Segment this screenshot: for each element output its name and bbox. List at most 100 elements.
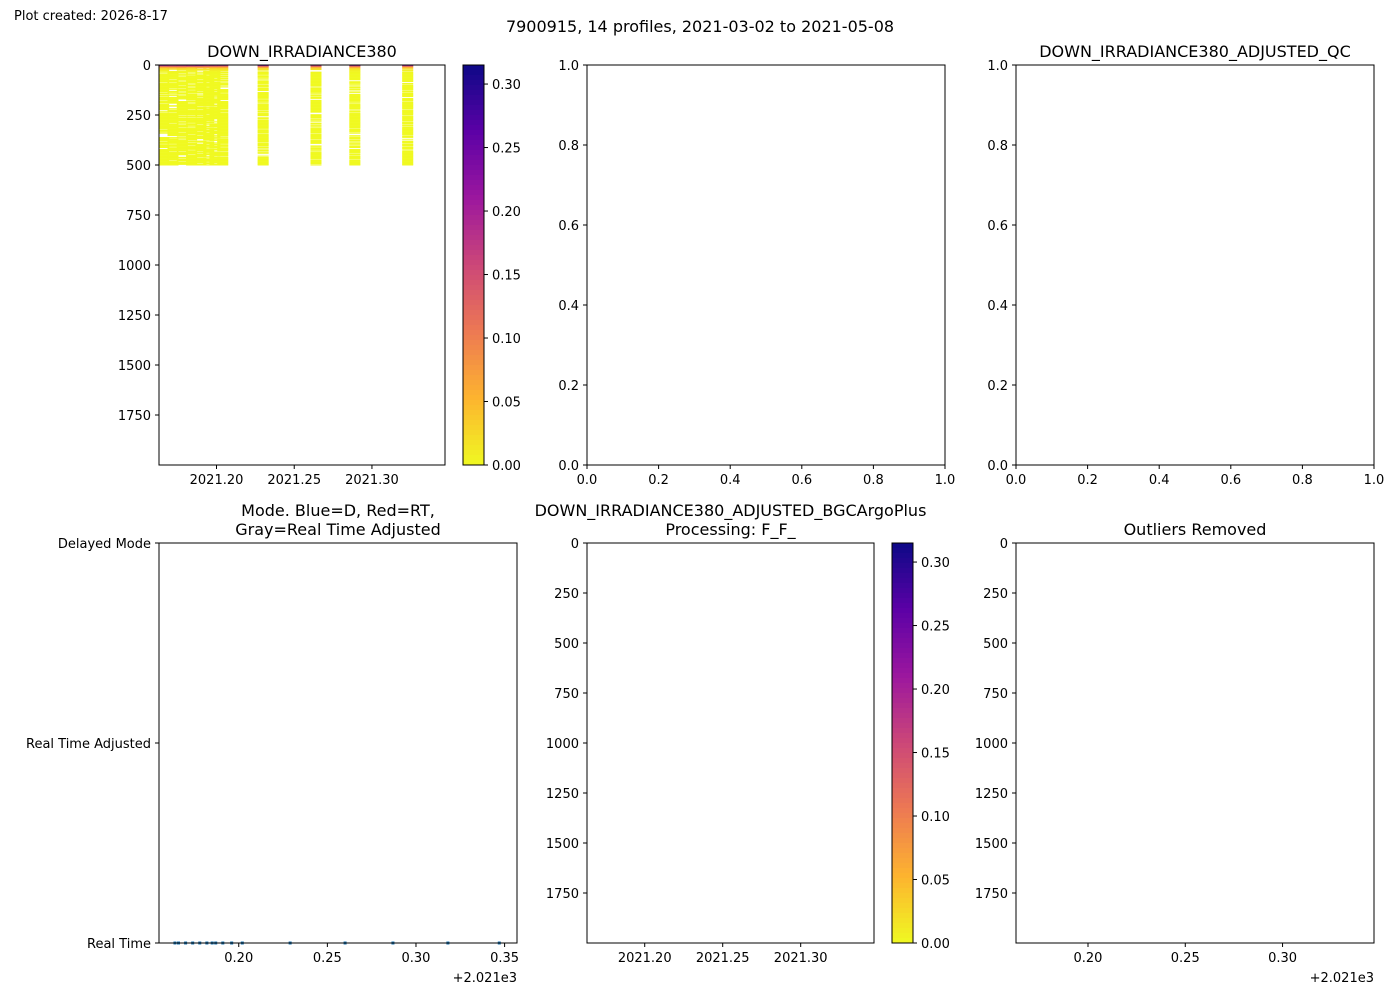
- profile-cell: [310, 161, 322, 162]
- profile-cell: [310, 159, 322, 161]
- profile-cell: [402, 108, 414, 110]
- profile-cell: [159, 122, 170, 124]
- profile-cell: [159, 119, 170, 121]
- profile-cell: [159, 101, 170, 103]
- profile-cell: [203, 98, 215, 99]
- profile-cell: [186, 69, 198, 71]
- colorbar-segment: [463, 310, 484, 316]
- profile-cell: [167, 158, 179, 159]
- profile-cell: [217, 117, 229, 119]
- profile-cell: [402, 99, 414, 101]
- profile-cell: [195, 150, 207, 152]
- profile-cell: [209, 87, 221, 89]
- profile-cell: [257, 125, 269, 126]
- profile-cell: [195, 92, 207, 93]
- profile-cell: [176, 131, 188, 133]
- profile-cell: [159, 89, 170, 90]
- profile-cell: [349, 135, 361, 137]
- profile-cell: [203, 103, 215, 105]
- profile-cell: [310, 150, 322, 152]
- colorbar-segment: [463, 110, 484, 116]
- profile-cell: [310, 120, 322, 122]
- colorbar-segment: [463, 380, 484, 386]
- profile-cell: [402, 126, 414, 128]
- profile-cell: [310, 148, 322, 150]
- profile-cell: [209, 75, 221, 77]
- colorbar-segment: [463, 385, 484, 391]
- y-tick-label: 1000: [546, 737, 579, 752]
- profile-cell: [203, 144, 215, 146]
- profile-cell: [167, 93, 179, 95]
- profile-cell: [195, 130, 207, 132]
- colorbar-segment: [892, 708, 913, 714]
- profile-cell: [217, 76, 229, 78]
- profile-cell: [203, 100, 215, 102]
- y-tick-label: Real Time: [87, 937, 151, 952]
- profile-cell: [176, 86, 188, 87]
- profile-cell: [167, 162, 179, 164]
- profile-cell: [209, 92, 221, 94]
- profile-cell: [186, 87, 198, 89]
- profile-cell: [203, 152, 215, 153]
- profile-cell: [195, 140, 207, 142]
- profile-cell: [186, 66, 198, 68]
- profile-cell: [167, 139, 179, 141]
- profile-cell: [257, 141, 269, 143]
- x-tick-label: 0.30: [402, 951, 431, 966]
- panel-title-line: DOWN_IRRADIANCE380_ADJUSTED_BGCArgoPlus: [535, 501, 927, 521]
- profile-cell: [402, 74, 414, 75]
- profile-cell: [195, 86, 207, 88]
- colorbar-segment: [892, 863, 913, 869]
- profile-cell: [167, 110, 179, 111]
- profile-cell: [209, 149, 221, 150]
- profile-cell: [167, 145, 179, 147]
- profile-cell: [167, 78, 179, 80]
- profile-cell: [167, 130, 179, 132]
- profile-cell: [310, 96, 322, 98]
- profile-cell: [209, 136, 221, 138]
- profile-cell: [209, 112, 221, 114]
- profile-cell: [217, 103, 229, 105]
- profile-cell: [159, 97, 170, 99]
- profile-cell: [195, 143, 207, 145]
- profile-cell: [167, 162, 179, 164]
- colorbar-segment: [892, 933, 913, 939]
- profile-cell: [209, 99, 221, 101]
- profile-cell: [349, 89, 361, 91]
- profile-cell: [217, 75, 229, 77]
- profile-cell: [402, 101, 414, 103]
- profile-cell: [159, 84, 170, 86]
- profile-cell: [176, 71, 188, 73]
- profile-cell: [176, 92, 188, 94]
- profile-cell: [257, 159, 269, 161]
- profile-cell: [310, 74, 322, 76]
- profile-cell: [402, 117, 414, 119]
- profile-cell: [310, 73, 322, 75]
- profile-cell: [167, 69, 179, 71]
- profile-cell: [310, 109, 322, 111]
- profile-cell: [217, 80, 229, 82]
- profile-cell: [402, 106, 414, 108]
- profile-cell: [195, 156, 207, 158]
- profile-cell: [159, 80, 170, 82]
- profile-cell: [257, 152, 269, 153]
- profile-cell: [203, 162, 215, 164]
- profile-cell: [203, 138, 215, 140]
- profile-cell: [195, 69, 207, 71]
- profile-cell: [349, 96, 361, 98]
- profile-cell: [159, 66, 170, 68]
- profile-cell: [203, 120, 215, 122]
- profile-cell: [186, 71, 198, 72]
- profile-cell: [402, 134, 414, 136]
- colorbar-segment: [463, 145, 484, 151]
- profile-cell: [217, 128, 229, 130]
- profile-cell: [402, 136, 414, 138]
- profile-cell: [203, 136, 215, 138]
- profile-cell: [402, 96, 414, 98]
- profile-cell: [195, 160, 207, 162]
- profile-cell: [176, 104, 188, 105]
- y-tick-label: 750: [983, 687, 1008, 702]
- colorbar-segment: [463, 360, 484, 366]
- profile-cell: [209, 110, 221, 112]
